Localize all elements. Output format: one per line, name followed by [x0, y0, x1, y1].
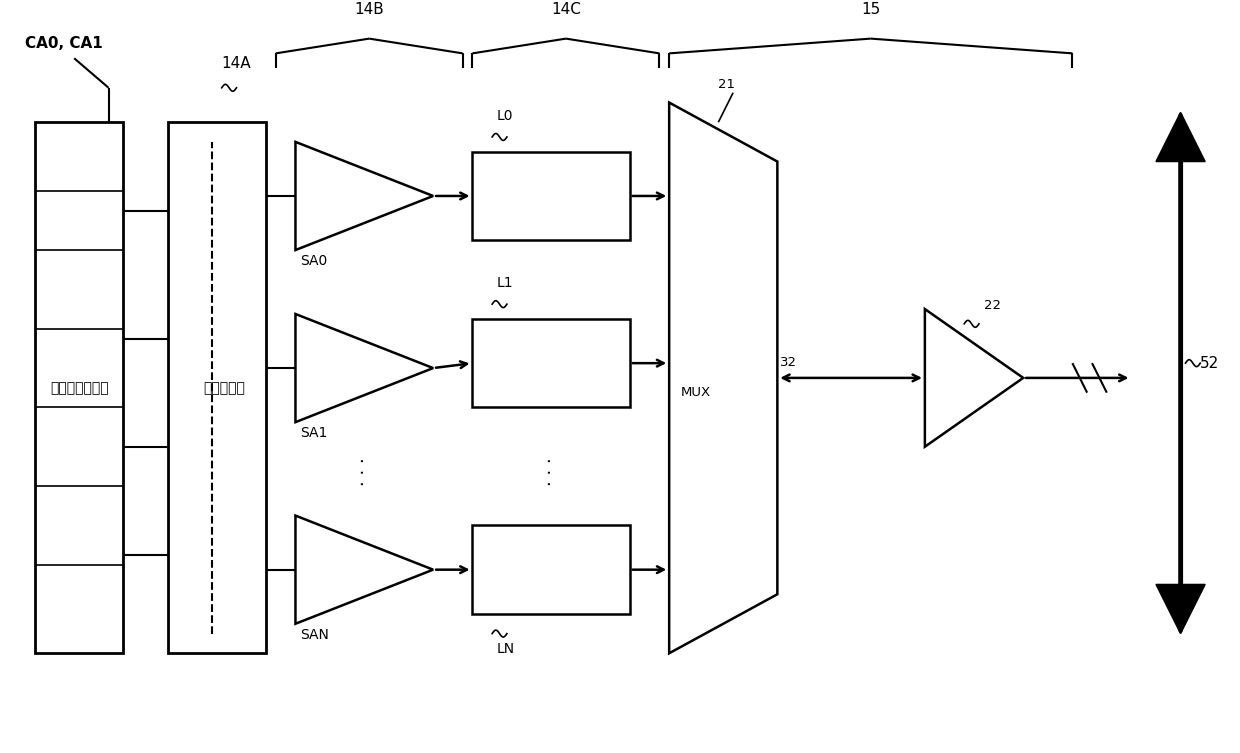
- Polygon shape: [295, 142, 433, 250]
- Text: 21: 21: [718, 78, 735, 91]
- Polygon shape: [1156, 112, 1205, 162]
- Text: 15: 15: [861, 2, 880, 17]
- Bar: [35, 122, 123, 654]
- Polygon shape: [295, 516, 433, 623]
- Text: 14B: 14B: [355, 2, 384, 17]
- Text: LN: LN: [497, 642, 515, 657]
- Bar: [472, 151, 630, 240]
- Text: 32: 32: [780, 356, 797, 369]
- Bar: [472, 319, 630, 407]
- Text: 14C: 14C: [551, 2, 580, 17]
- Text: 22: 22: [983, 299, 1001, 312]
- Text: MUX: MUX: [681, 386, 711, 399]
- Text: L0: L0: [497, 109, 513, 123]
- Polygon shape: [295, 314, 433, 422]
- Polygon shape: [925, 309, 1023, 447]
- Text: 52: 52: [1200, 355, 1219, 370]
- Text: 14A: 14A: [222, 56, 252, 71]
- Text: · · ·: · · ·: [356, 457, 373, 486]
- Text: SAN: SAN: [300, 627, 330, 642]
- Text: CA0, CA1: CA0, CA1: [25, 36, 103, 51]
- Bar: [472, 526, 630, 614]
- Polygon shape: [1156, 584, 1205, 633]
- Bar: [167, 122, 265, 654]
- Text: SA1: SA1: [300, 426, 327, 440]
- Text: · · ·: · · ·: [542, 457, 560, 486]
- Polygon shape: [670, 102, 777, 654]
- Text: L1: L1: [497, 276, 513, 291]
- Text: 列开关电路: 列开关电路: [203, 381, 246, 395]
- Text: 存储器胞元阵列: 存储器胞元阵列: [50, 381, 108, 395]
- Text: SA0: SA0: [300, 254, 327, 268]
